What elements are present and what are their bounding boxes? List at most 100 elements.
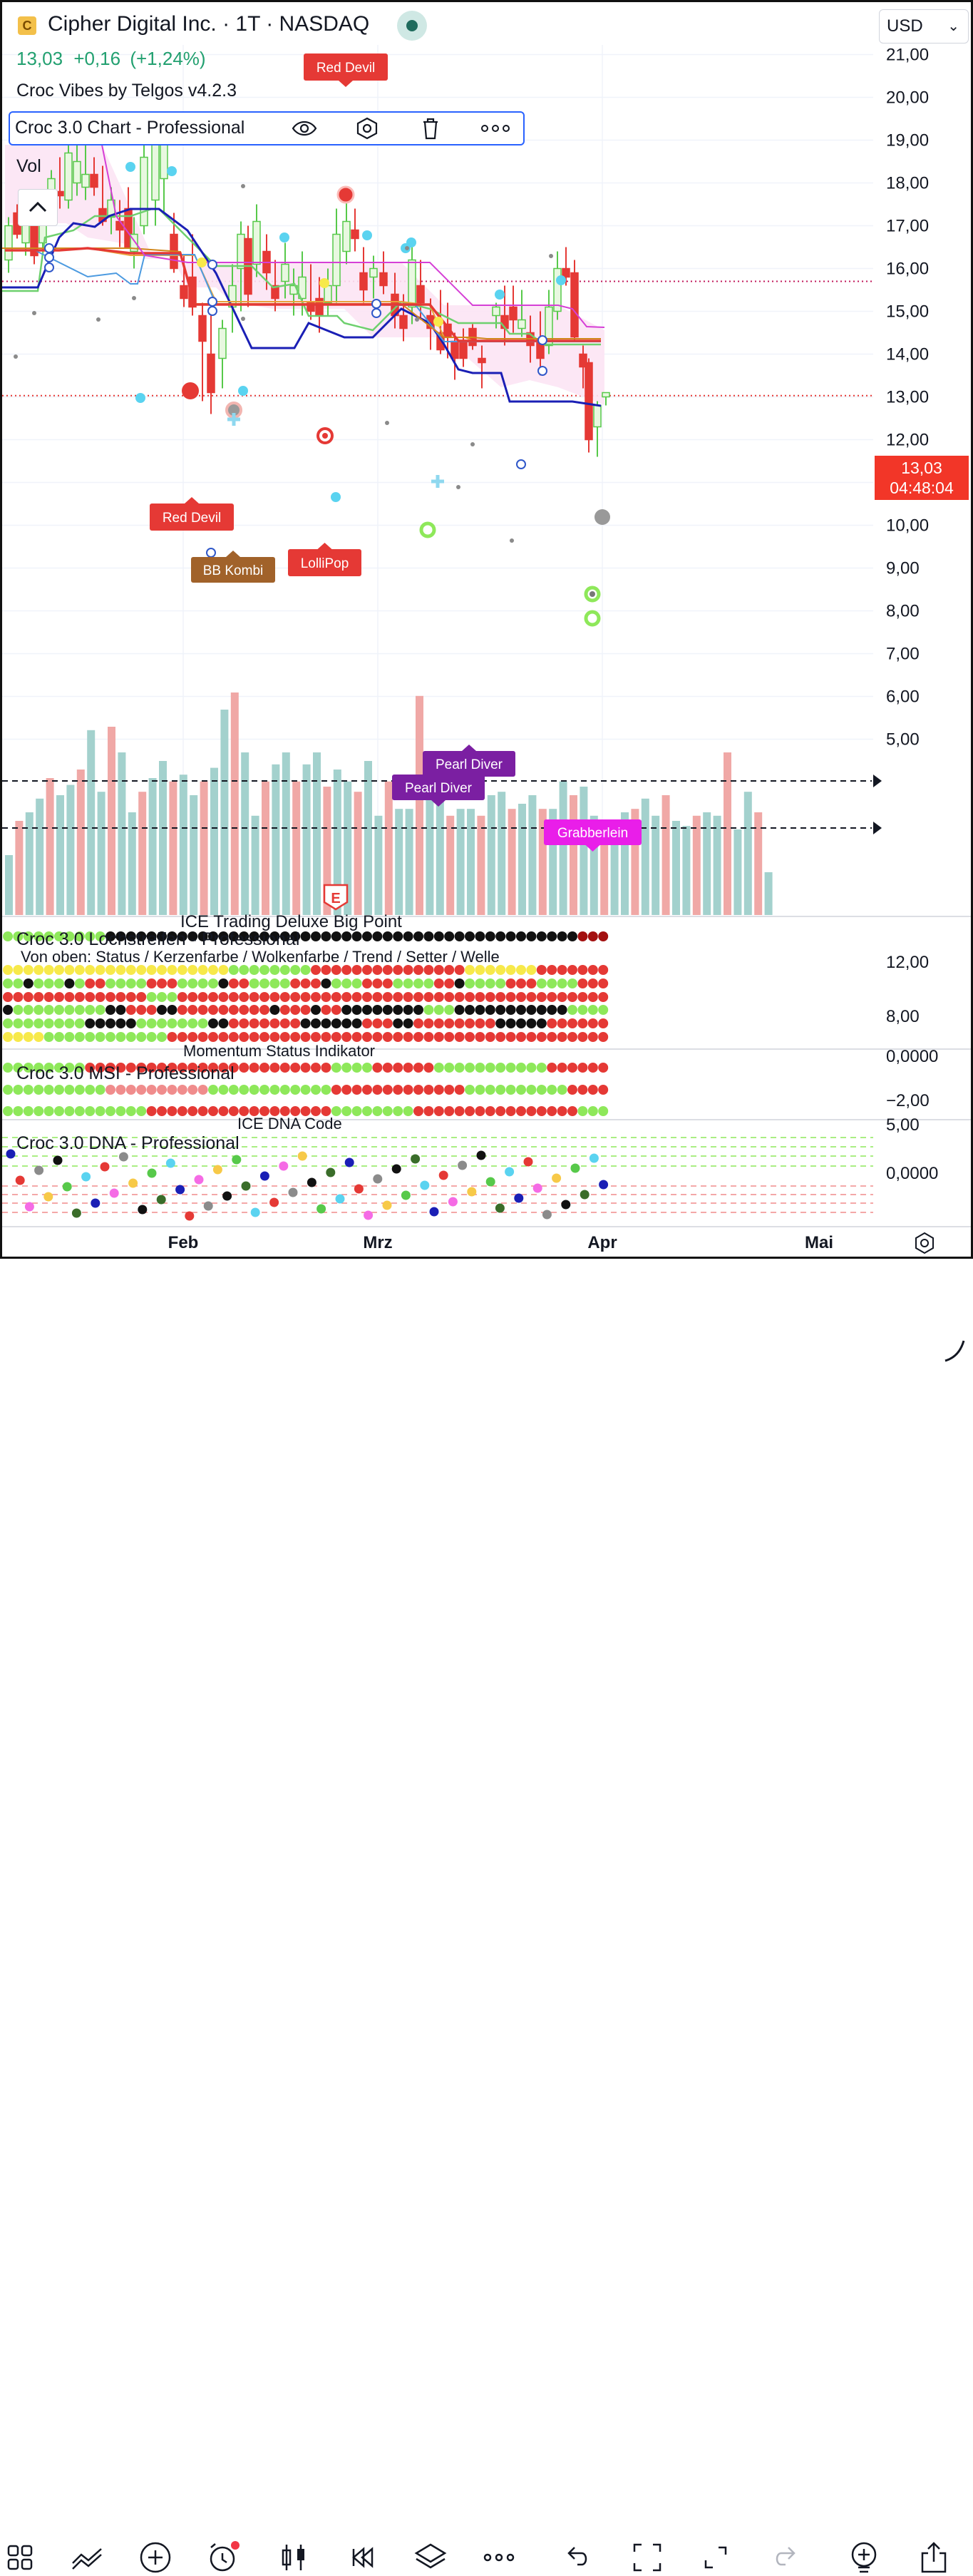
cyan-dot [556,275,566,285]
status-dot [433,1018,444,1028]
indicator-selected-box[interactable] [9,111,525,145]
status-dot [136,1106,147,1116]
status-dot [465,992,475,1002]
chart-frame[interactable]: 21,00 20,00 19,00 18,00 17,00 16,00 15,00 14,00… [0,0,973,1259]
status-dot [403,1063,413,1073]
status-dot [331,1005,341,1015]
symbol-title[interactable]: Cipher Digital Inc. · 1T · NASDAQ [48,12,370,36]
status-dot [536,965,547,975]
candle-body [237,233,245,270]
indicator-croc-chart[interactable]: Croc 3.0 Chart - Professional [15,118,245,138]
status-dot [567,1018,577,1028]
status-dot [475,965,485,975]
signal-label-bg [150,504,234,531]
dna-dot [552,1173,562,1183]
eye-icon[interactable] [292,116,317,140]
undo-icon[interactable] [559,2539,596,2576]
status-dot [557,931,567,941]
price-axis-label: 17,00 [886,217,929,236]
status-dot [74,992,85,1002]
grid-icon[interactable] [1,2539,38,2576]
status-dot [577,1063,588,1073]
layers-icon[interactable] [412,2539,449,2576]
status-dot [239,1106,249,1116]
collapse-legend-button[interactable] [18,189,58,226]
status-dot [321,1063,331,1073]
status-dot [444,965,455,975]
price-axis-label: 21,00 [886,46,929,65]
indicator-croc-vibes[interactable]: Croc Vibes by Telgos v4.2.3 [16,81,237,101]
status-dot [516,965,526,975]
trash-icon[interactable] [418,116,443,140]
dna-dot [532,1183,542,1193]
drawing-tools-icon[interactable] [68,2539,105,2576]
lochstreifen-top-title: ICE Trading Deluxe Big Point [180,912,402,931]
horizontal-line-handle [873,775,882,787]
alarm-icon[interactable] [205,2539,242,2576]
gray-dot [241,317,245,321]
status-dot [433,1085,444,1095]
status-dot [43,1005,54,1015]
status-dot [351,1032,362,1042]
volume-bar [220,710,229,915]
status-dot [413,965,423,975]
share-icon[interactable] [915,2539,952,2576]
status-dot [495,965,506,975]
status-dot [454,1085,465,1095]
dna-dot [15,1175,25,1185]
status-dot [146,1018,157,1028]
status-dot [269,1005,280,1015]
status-dot [505,1085,516,1095]
more-icon[interactable] [480,116,511,140]
status-dot [311,978,321,988]
status-dot [311,1063,321,1073]
signal-label-text: LolliPop [301,556,349,571]
cross-marker [431,475,444,488]
fullscreen-icon[interactable] [697,2539,734,2576]
add-indicator-icon[interactable] [845,2539,882,2576]
candles-icon[interactable] [275,2539,312,2576]
candle-body [198,315,207,342]
status-dot [85,1063,96,1073]
status-dot [208,1085,218,1095]
chart-canvas[interactable]: 21,00 20,00 19,00 18,00 17,00 16,00 15,00 14,00… [2,2,973,1259]
volume-label[interactable]: Vol [16,156,41,176]
price-axis-label: 5,00 [886,730,920,750]
status-dot [187,1085,198,1095]
status-dot [228,978,239,988]
screenshot-icon[interactable] [629,2539,666,2576]
status-dot [34,1018,44,1028]
status-dot [362,1063,372,1073]
msi-title[interactable]: Croc 3.0 MSI - Professional [16,1063,235,1083]
status-dot [157,978,167,988]
status-dot [146,978,157,988]
replay-icon[interactable] [344,2539,381,2576]
status-dot [228,965,239,975]
status-dot [249,1005,259,1015]
more-horizontal-icon[interactable] [480,2539,518,2576]
candle-body [332,233,341,287]
status-dot [115,965,126,975]
status-dot [136,965,147,975]
status-dot [465,1063,475,1073]
dna-title[interactable]: Croc 3.0 DNA - Professional [16,1133,240,1153]
status-dot [239,965,249,975]
market-status-icon[interactable] [397,11,427,41]
status-dot [167,965,177,975]
redo-icon[interactable] [767,2539,804,2576]
lochstreifen-title[interactable]: Croc 3.0 Lochstreifen - Professional [16,929,300,949]
earnings-badge [323,884,349,911]
status-dot [125,1063,136,1073]
settings-icon[interactable] [354,116,380,140]
status-dot [136,1018,147,1028]
status-dot [547,1106,557,1116]
price-axis-label: 12,00 [886,431,929,450]
status-dot [495,1032,506,1042]
currency-select[interactable]: USD ⌄ [879,9,969,44]
candle-body [451,340,459,359]
add-icon[interactable] [137,2539,174,2576]
volume-bar [374,815,383,915]
volume-bar [743,792,752,915]
yellow-dot [319,278,329,288]
candle-body [281,263,289,282]
